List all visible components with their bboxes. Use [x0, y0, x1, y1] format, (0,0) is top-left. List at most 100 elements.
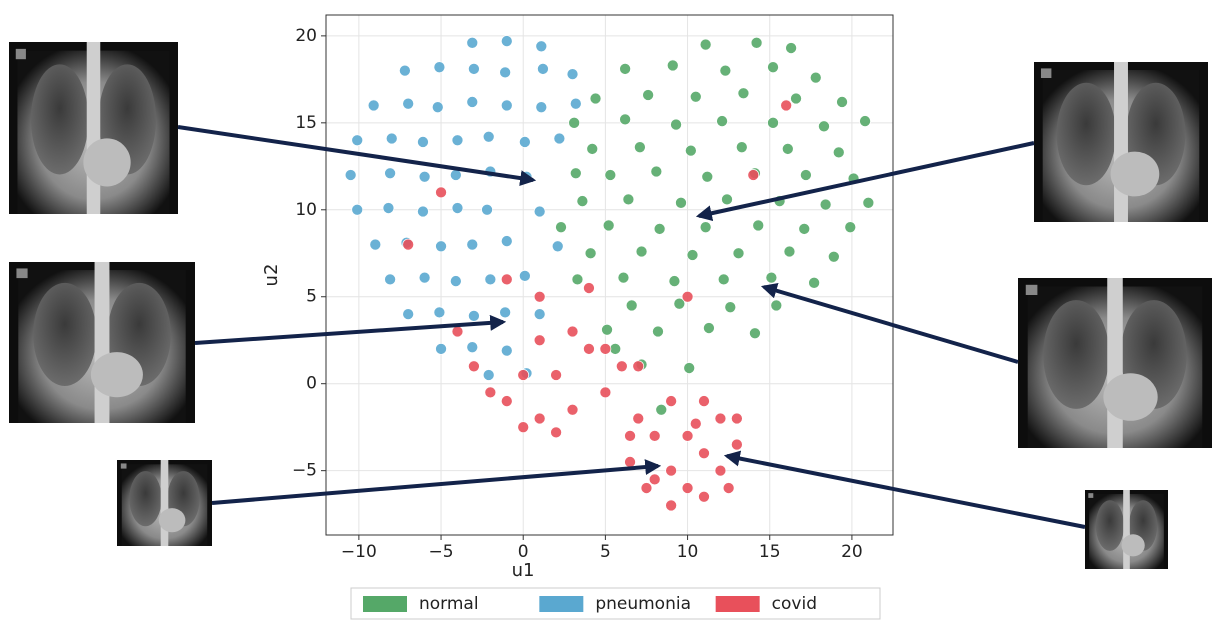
y-tick-label: 15 — [295, 113, 317, 133]
scatter-point — [499, 66, 511, 79]
scatter-point — [599, 343, 612, 355]
scatter-point — [832, 146, 845, 159]
legend-label: covid — [772, 594, 817, 614]
scatter-point — [569, 167, 582, 180]
legend-label: normal — [419, 594, 479, 614]
scatter-point — [632, 360, 645, 373]
scatter-point — [666, 59, 679, 72]
scatter-point — [624, 430, 636, 442]
scatter-point — [533, 412, 546, 425]
scatter-point — [699, 221, 712, 234]
scatter-point — [859, 115, 871, 127]
scatter-point — [468, 310, 480, 322]
xray-image — [1085, 490, 1168, 569]
scatter-point — [466, 96, 479, 108]
scatter-point — [566, 325, 579, 338]
scatter-point — [533, 334, 546, 347]
scatter-point — [418, 271, 431, 284]
scatter-point — [698, 395, 710, 407]
legend-swatch — [363, 596, 407, 612]
arrow — [760, 282, 1019, 364]
scatter-point — [517, 369, 530, 381]
scatter-point — [634, 141, 646, 154]
scatter-point — [673, 297, 686, 310]
scatter-point — [468, 63, 480, 75]
legend-box — [350, 587, 881, 620]
scatter-point — [351, 134, 364, 147]
scatter-point — [681, 290, 694, 303]
scatter-point — [609, 343, 622, 355]
scatter-point — [699, 38, 712, 51]
scatter-point — [451, 202, 464, 214]
scatter-point — [402, 97, 415, 110]
legend-swatch — [715, 596, 760, 612]
scatter-point — [535, 40, 548, 53]
scatter-point — [698, 447, 710, 460]
scatter-point — [765, 271, 778, 284]
scatter-point — [635, 245, 648, 258]
arrow — [723, 450, 1086, 529]
plot-background — [326, 15, 893, 535]
scatter-point — [402, 238, 415, 251]
scatter-point — [642, 89, 654, 101]
scatter-point — [827, 250, 840, 263]
scatter-point — [665, 499, 677, 512]
scatter-point — [599, 386, 612, 399]
scatter-point — [435, 186, 447, 199]
arrow — [194, 314, 507, 345]
scatter-point — [781, 143, 794, 155]
legend-swatch — [539, 596, 584, 612]
scatter-point — [681, 430, 694, 442]
scatter-point — [500, 273, 513, 286]
scatter-point — [451, 134, 464, 147]
plot-area — [325, 14, 894, 536]
scatter-point — [668, 275, 681, 287]
scatter-point — [550, 369, 562, 381]
scatter-point — [482, 130, 495, 143]
scatter-point — [747, 169, 760, 181]
scatter-point — [719, 64, 732, 77]
scatter-point — [703, 322, 715, 334]
scatter-point — [519, 270, 531, 282]
scatter-point — [780, 99, 793, 112]
scatter-point — [650, 165, 663, 178]
scatter-point — [717, 273, 730, 286]
xray-image — [9, 42, 178, 214]
scatter-point — [431, 101, 444, 114]
scatter-point — [808, 276, 820, 289]
scatter-point — [500, 344, 513, 357]
arrow — [211, 459, 662, 505]
scatter-point — [752, 219, 765, 232]
y-tick-label: −5 — [292, 461, 317, 481]
scatter-point — [624, 456, 636, 468]
scatter-point — [344, 169, 357, 181]
scatter-point — [683, 362, 696, 374]
xray-image — [117, 460, 212, 546]
scatter-point — [731, 438, 743, 451]
scatter-point — [604, 169, 617, 181]
scatter-point — [724, 301, 737, 314]
y-tick-label: 5 — [306, 287, 317, 307]
scatter-point — [417, 205, 429, 218]
scatter-point — [435, 343, 447, 355]
scatter-point — [484, 386, 497, 399]
scatter-point — [589, 92, 602, 105]
scatter-point — [619, 113, 631, 126]
scatter-point — [698, 490, 710, 503]
scatter-point — [731, 412, 743, 425]
scatter-point — [862, 196, 875, 209]
scatter-point — [535, 101, 548, 114]
scatter-point — [800, 169, 812, 181]
scatter-point — [449, 169, 462, 181]
scatter-point — [466, 238, 479, 251]
scatter-point — [500, 99, 513, 112]
scatter-point — [836, 96, 848, 108]
scatter-point — [367, 99, 380, 112]
scatter-point — [385, 132, 398, 145]
scatter-point — [466, 36, 479, 49]
scatter-point — [722, 482, 735, 494]
scatter-point — [670, 118, 682, 131]
scatter-point — [384, 273, 396, 286]
x-tick-label: 5 — [600, 542, 611, 562]
